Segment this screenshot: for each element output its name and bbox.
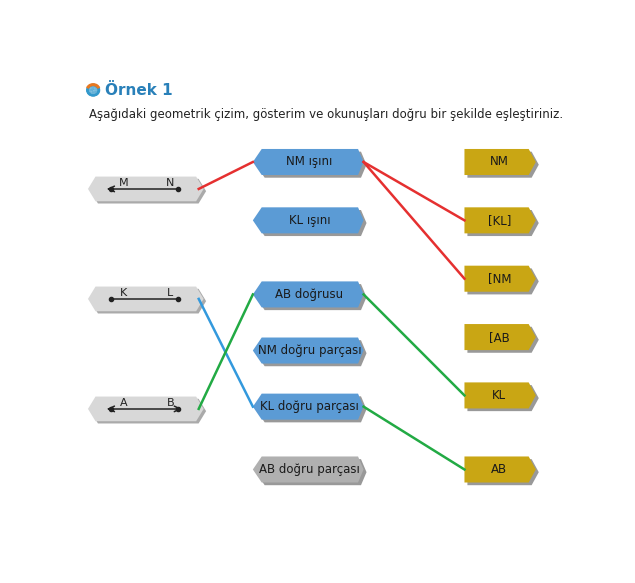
- Polygon shape: [90, 179, 206, 203]
- Text: A: A: [119, 398, 127, 408]
- Polygon shape: [467, 459, 538, 485]
- Polygon shape: [253, 282, 364, 307]
- Text: AB doğrusu: AB doğrusu: [276, 288, 344, 301]
- Polygon shape: [90, 399, 206, 423]
- Polygon shape: [467, 268, 538, 294]
- Polygon shape: [467, 326, 538, 353]
- Text: KL ışını: KL ışını: [289, 214, 330, 227]
- Text: Örnek 1: Örnek 1: [105, 83, 173, 98]
- Text: KL: KL: [492, 389, 507, 402]
- Text: M: M: [119, 178, 128, 188]
- Polygon shape: [467, 210, 538, 236]
- Text: KL doğru parçası: KL doğru parçası: [260, 400, 359, 413]
- Polygon shape: [464, 382, 536, 409]
- Polygon shape: [88, 396, 204, 422]
- Polygon shape: [256, 459, 366, 485]
- Polygon shape: [464, 208, 536, 233]
- Polygon shape: [253, 456, 364, 483]
- Circle shape: [90, 87, 97, 93]
- Text: B: B: [166, 398, 174, 408]
- Polygon shape: [464, 324, 536, 350]
- Polygon shape: [253, 208, 364, 233]
- Text: [KL]: [KL]: [488, 214, 511, 227]
- Polygon shape: [467, 385, 538, 411]
- Text: AB doğru parçası: AB doğru parçası: [259, 463, 360, 476]
- Text: K: K: [120, 289, 127, 298]
- Text: Aşağıdaki geometrik çizim, gösterim ve okunuşları doğru bir şekilde eşleştiriniz: Aşağıdaki geometrik çizim, gösterim ve o…: [89, 108, 563, 121]
- Text: [NM: [NM: [488, 272, 511, 285]
- Text: [AB: [AB: [489, 331, 510, 343]
- Polygon shape: [253, 338, 364, 364]
- Polygon shape: [88, 287, 204, 311]
- Polygon shape: [253, 394, 364, 420]
- Polygon shape: [464, 266, 536, 292]
- Polygon shape: [256, 284, 366, 310]
- Polygon shape: [256, 210, 366, 236]
- Polygon shape: [464, 149, 536, 175]
- Polygon shape: [256, 340, 366, 366]
- Polygon shape: [256, 396, 366, 422]
- Text: N: N: [166, 178, 175, 188]
- Text: NM: NM: [490, 156, 509, 168]
- Polygon shape: [467, 152, 538, 178]
- Circle shape: [87, 85, 100, 96]
- Text: AB: AB: [491, 463, 507, 476]
- Text: L: L: [167, 289, 173, 298]
- Text: NM doğru parçası: NM doğru parçası: [258, 344, 361, 357]
- Text: NM ışını: NM ışını: [286, 156, 333, 168]
- Polygon shape: [88, 177, 204, 201]
- Polygon shape: [256, 152, 366, 178]
- Polygon shape: [90, 289, 206, 314]
- Polygon shape: [253, 149, 364, 175]
- Polygon shape: [464, 456, 536, 483]
